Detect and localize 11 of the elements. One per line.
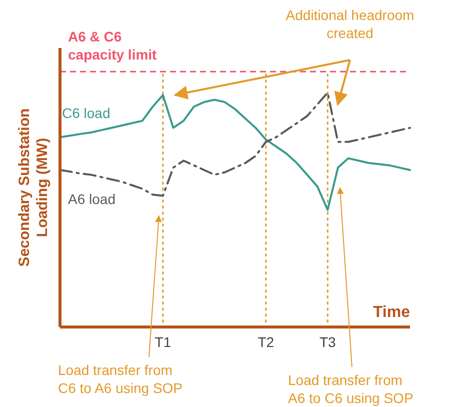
text: Additional headroom created bbox=[286, 7, 414, 41]
text: Load transfer from A6 to C6 using SOP bbox=[288, 372, 414, 406]
x-tick-label: T2 bbox=[258, 334, 274, 350]
x-tick-label: T1 bbox=[154, 334, 172, 350]
x-tick-label: T3 bbox=[319, 334, 336, 350]
y-axis-title: Secondary Substation Loading (MW) bbox=[16, 108, 51, 267]
x-axis-title: Time bbox=[372, 304, 410, 321]
ref-line-label: A6 & C6 capacity limit bbox=[68, 28, 158, 63]
series-label: A6 load bbox=[68, 191, 116, 207]
text: Load transfer from C6 to A6 using SOP bbox=[58, 362, 183, 396]
series-label: C6 load bbox=[62, 105, 110, 121]
